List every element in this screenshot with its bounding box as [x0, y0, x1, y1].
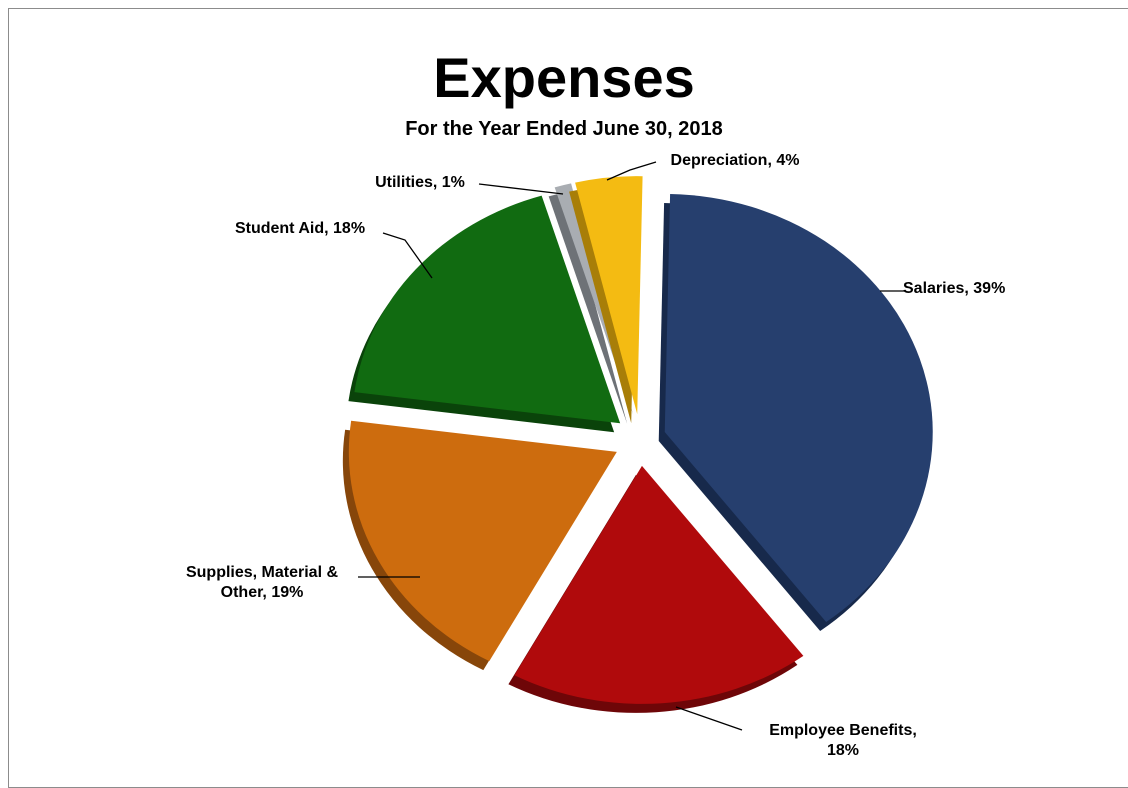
leader-line: [606, 161, 657, 181]
pie-chart: Salaries, 39% Employee Benefits, 18% Suppli…: [186, 152, 1005, 759]
pie-slice-face: [354, 195, 621, 424]
leader-line: [382, 232, 433, 279]
pie-slice-face: [664, 194, 933, 622]
pie-slice-face: [575, 176, 643, 415]
leader-line: [478, 183, 564, 195]
pie-slice-student-aid: [348, 195, 621, 433]
slice-label-line: Salaries, 39%: [903, 280, 1005, 297]
slice-label-line: Employee Benefits,: [769, 722, 917, 739]
slice-label: Supplies, Material & Other, 19%: [186, 564, 338, 601]
leader-line: [675, 706, 743, 731]
slice-label: Utilities, 1%: [375, 174, 465, 191]
slice-label: Salaries, 39%: [903, 280, 1005, 297]
pie-slice-face: [348, 420, 617, 662]
slice-label-line: Other, 19%: [221, 584, 304, 601]
pie-slice-depreciation: [569, 176, 643, 424]
slice-label-line: Depreciation, 4%: [671, 152, 800, 169]
slice-label-line: 18%: [827, 742, 859, 759]
slice-label: Employee Benefits, 18%: [769, 722, 917, 759]
pie-slice-employee-benefits: [508, 465, 804, 713]
slice-label-line: Utilities, 1%: [375, 174, 465, 191]
pie-slice-salaries: [658, 194, 933, 631]
slice-label-line: Supplies, Material &: [186, 564, 338, 581]
slice-label-line: Student Aid, 18%: [235, 220, 365, 237]
slice-label: Student Aid, 18%: [235, 220, 365, 237]
pie-slice-side: [548, 192, 628, 424]
chart-subtitle: For the Year Ended June 30, 2018: [405, 118, 723, 140]
chart-title: Expenses: [433, 46, 695, 109]
pie-slice-supplies-material-other: [342, 420, 617, 671]
slice-label: Depreciation, 4%: [671, 152, 800, 169]
pie-slice-face: [514, 465, 804, 704]
